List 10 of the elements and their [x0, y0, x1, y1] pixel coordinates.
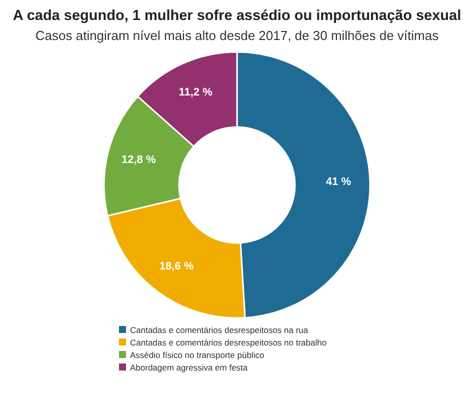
chart-subtitle: Casos atingiram nível mais alto desde 2017, de 30 milhões de vítimas: [35, 28, 440, 43]
legend-label: Cantadas e comentários desrespeitosos no trabalho: [130, 338, 327, 348]
legend-label: Cantadas e comentários desrespeitosos na rua: [130, 325, 308, 335]
data-label: 11,2 %: [178, 86, 213, 98]
data-label: 18,6 %: [159, 260, 194, 272]
legend-label: Abordagem agressiva em festa: [130, 362, 248, 372]
legend-label: Assédio físico no transporte público: [130, 350, 264, 360]
data-label: 12,8 %: [121, 154, 156, 166]
chart-title: A cada segundo, 1 mulher sofre assédio ou importunação sexual: [12, 8, 462, 24]
data-label: 41 %: [326, 176, 352, 188]
